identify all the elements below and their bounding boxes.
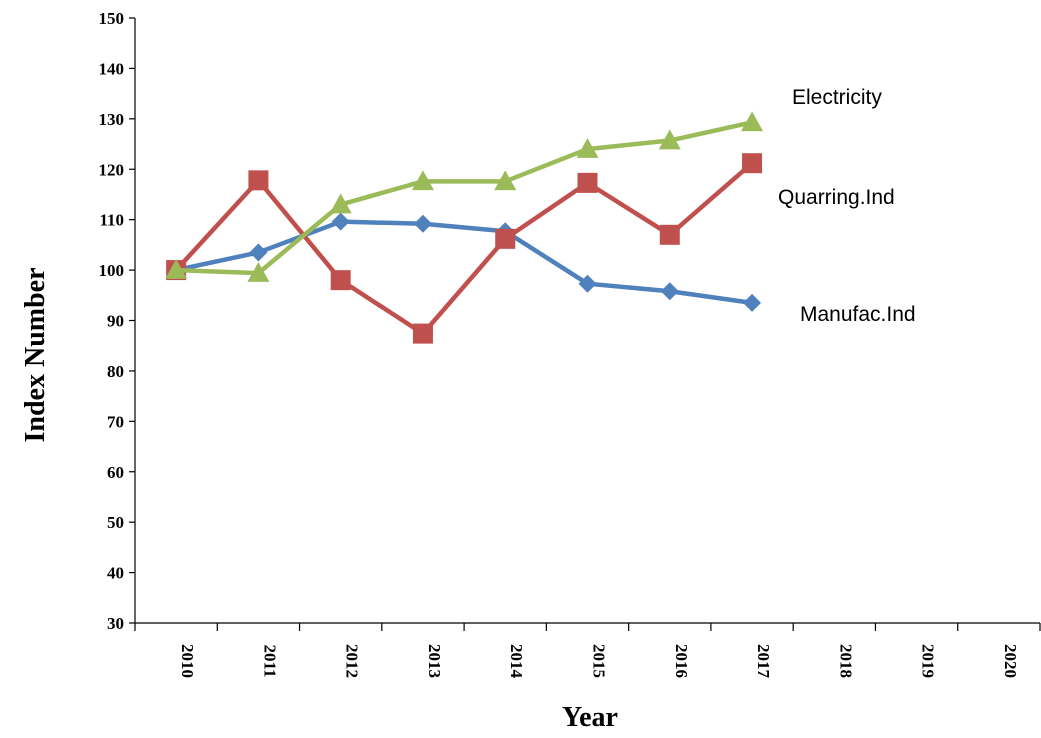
y-tick-label: 140 <box>99 59 125 78</box>
x-tick-label: 2020 <box>1001 644 1020 678</box>
data-point-square <box>495 228 516 249</box>
x-tick-label: 2014 <box>507 644 526 679</box>
y-axis-title: Index Number <box>20 267 51 442</box>
data-point-square <box>577 172 598 193</box>
y-tick-label: 50 <box>107 513 124 532</box>
data-point-square <box>330 270 351 291</box>
data-point-triangle <box>494 170 517 191</box>
data-point-triangle <box>741 111 764 132</box>
data-point-triangle <box>658 129 681 150</box>
y-tick-label: 90 <box>107 312 124 331</box>
series-line <box>175 219 753 306</box>
data-point-triangle <box>329 193 352 214</box>
y-tick-label: 60 <box>107 463 124 482</box>
data-point-triangle <box>411 170 434 191</box>
y-tick-label: 100 <box>99 261 125 280</box>
x-tick-label: 2018 <box>836 644 855 678</box>
y-tick-label: 150 <box>99 9 125 28</box>
data-point-diamond <box>578 274 597 293</box>
y-tick-label: 130 <box>99 110 125 129</box>
data-point-triangle <box>165 259 188 279</box>
data-point-square <box>412 323 433 344</box>
data-point-square <box>659 224 680 245</box>
x-tick-label: 2019 <box>919 644 938 678</box>
x-tick-label: 2012 <box>343 644 362 678</box>
series-layer <box>165 111 764 344</box>
series-line <box>174 161 754 336</box>
y-tick-label: 40 <box>107 564 124 583</box>
y-tick-label: 70 <box>107 412 124 431</box>
y-axis-ticks: 30 40 50 60 70 80 90 100 110 120 130 140 150 <box>99 9 135 633</box>
data-point-triangle <box>576 138 599 158</box>
data-point-square <box>248 170 269 191</box>
data-point-diamond <box>743 293 762 312</box>
x-tick-label: 2016 <box>672 644 691 678</box>
data-point-diamond <box>413 214 432 233</box>
data-point-diamond <box>249 243 268 262</box>
x-tick-label: 2017 <box>754 644 773 679</box>
x-axis-title: Year <box>562 702 618 733</box>
x-axis-ticks: 2010 2011 2012 2013 2014 2015 2016 2017 2018 2019… <box>134 623 1041 679</box>
x-tick-label: 2015 <box>590 644 609 678</box>
series-quarring-ind <box>166 153 763 344</box>
y-tick-label: 80 <box>107 362 124 381</box>
series-electricity <box>165 111 764 282</box>
y-tick-label: 120 <box>99 160 125 179</box>
series-label-manufac: Manufac.Ind <box>800 303 916 326</box>
x-tick-label: 2013 <box>425 644 444 678</box>
series-label-electricity: Electricity <box>792 86 882 109</box>
data-point-diamond <box>331 212 350 231</box>
y-tick-label: 110 <box>99 211 124 230</box>
series-label-quarring: Quarring.Ind <box>778 186 895 209</box>
series-line <box>176 120 753 276</box>
x-tick-label: 2010 <box>178 644 197 678</box>
y-tick-label: 30 <box>107 614 124 633</box>
data-point-triangle <box>247 262 270 282</box>
data-point-square <box>742 153 763 174</box>
data-point-diamond <box>660 282 679 301</box>
x-tick-label: 2011 <box>260 644 279 677</box>
